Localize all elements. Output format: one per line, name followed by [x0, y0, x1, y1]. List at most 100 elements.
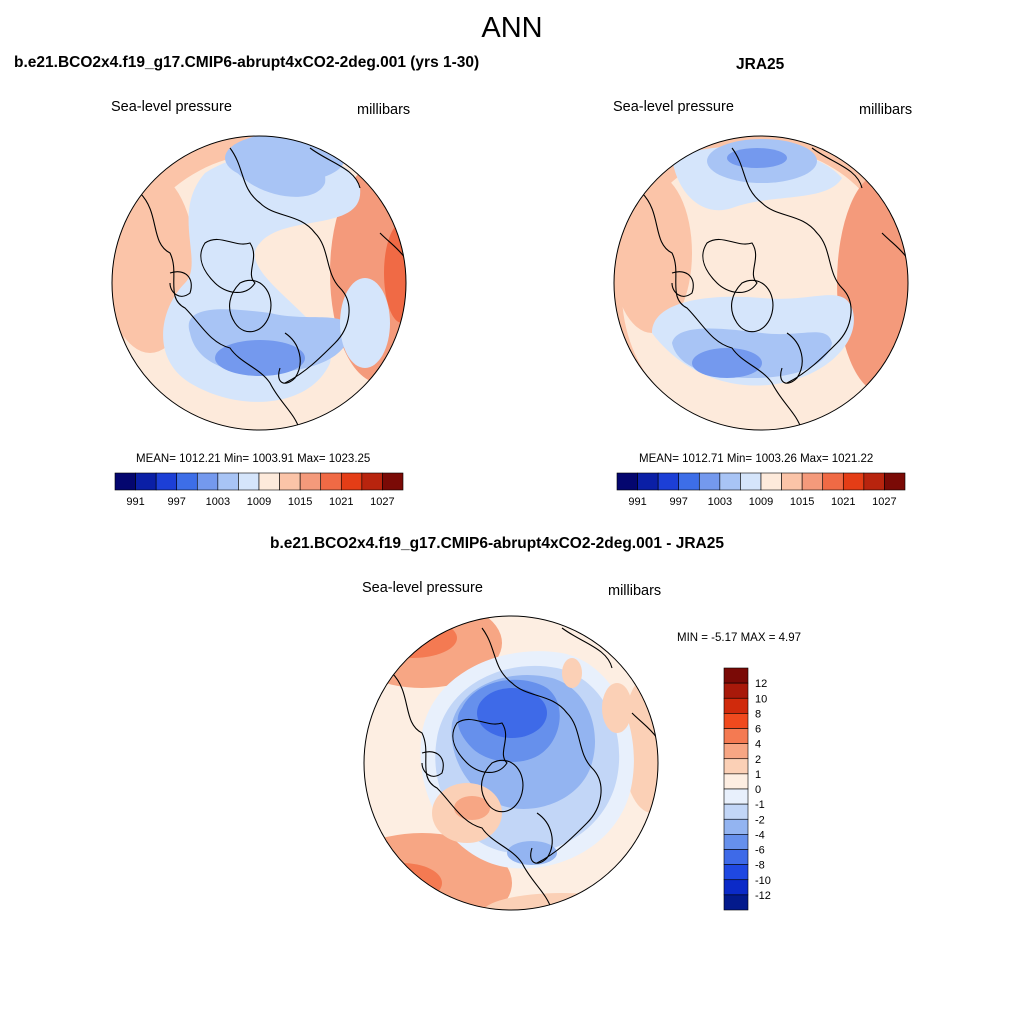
colorbar3-tick-label: -2 — [755, 814, 765, 826]
colorbar1-swatch — [155, 472, 178, 491]
colorbar2-swatch — [760, 472, 782, 491]
colorbar3-tick-label: 10 — [755, 693, 767, 705]
colorbar2-tick-label: 1021 — [831, 496, 855, 508]
colorbar3-swatch — [723, 894, 749, 911]
map2-coastlines — [641, 147, 908, 430]
colorbar2-swatch — [637, 472, 659, 491]
map2-field — [614, 136, 908, 430]
colorbar3-tick-label: -12 — [755, 890, 771, 902]
colorbar3-tick-label: 4 — [755, 739, 761, 751]
colorbar1-swatch — [340, 472, 363, 491]
colorbar2-swatch — [740, 472, 762, 491]
colorbar3-swatch — [723, 849, 749, 865]
colorbar1-tick-label: 1015 — [288, 496, 312, 508]
colorbar1-swatch — [279, 472, 301, 491]
colorbar3-swatch — [723, 682, 749, 699]
colorbar2-swatch — [781, 472, 803, 491]
colorbar2: 991997100310091015102110271033 — [616, 472, 906, 508]
panel2-stats: MEAN= 1012.71 Min= 1003.26 Max= 1021.22 — [639, 453, 874, 465]
colorbar1-swatch — [238, 472, 260, 491]
map1-coastlines — [139, 147, 406, 430]
colorbar3-tick-label: 0 — [755, 784, 761, 796]
colorbar1-tick-label: 991 — [126, 496, 144, 508]
colorbar3-tick-label: 6 — [755, 724, 761, 736]
colorbar3-swatch — [723, 697, 749, 714]
colorbar3-swatch — [723, 864, 749, 881]
panel2-variable-label: Sea-level pressure — [613, 99, 734, 115]
colorbar2-tick-label: 991 — [628, 496, 646, 508]
colorbar2-swatch — [863, 472, 885, 491]
colorbar2-swatch — [678, 472, 700, 491]
colorbar3-swatch — [723, 834, 749, 850]
colorbar2-tick-label: 1009 — [749, 496, 773, 508]
colorbar3-tick-label: 8 — [755, 708, 761, 720]
colorbar1-swatch — [176, 472, 198, 491]
panel2-title: JRA25 — [736, 56, 785, 73]
panel3-stats: MIN = -5.17 MAX = 4.97 — [677, 632, 802, 644]
colorbar3-tick-label: 1 — [755, 769, 761, 781]
colorbar3-swatch — [723, 667, 749, 684]
colorbar2-swatch — [698, 472, 721, 491]
colorbar3-tick-label: 12 — [755, 678, 767, 690]
panel1-units-label: millibars — [357, 102, 411, 118]
colorbar2-swatch — [616, 472, 638, 491]
colorbar1-swatch — [258, 472, 280, 491]
colorbar1: 991997100310091015102110271033 — [114, 472, 404, 508]
map1-border — [111, 135, 407, 431]
map3-coastlines — [391, 627, 658, 910]
map2-svg — [613, 135, 909, 431]
colorbar1-tick-label: 1003 — [206, 496, 230, 508]
colorbar3-swatch — [723, 743, 749, 760]
colorbar2-tick-label: 1015 — [790, 496, 814, 508]
colorbar2-swatch — [884, 472, 906, 491]
map1-svg — [111, 135, 407, 431]
colorbar2-swatch — [657, 472, 680, 491]
colorbar2-swatch — [801, 472, 824, 491]
colorbar1-swatch — [299, 472, 322, 491]
colorbar1-tick-label: 1027 — [370, 496, 394, 508]
colorbar3-swatch — [723, 728, 749, 744]
map3-border — [363, 615, 659, 911]
panel1-stats: MEAN= 1012.21 Min= 1003.91 Max= 1023.25 — [136, 453, 371, 465]
colorbar1-swatch — [320, 472, 342, 491]
colorbar1-swatch — [217, 472, 239, 491]
panel3-units-label: millibars — [608, 583, 662, 599]
colorbar1-swatch — [135, 472, 157, 491]
colorbar3-swatch — [723, 803, 749, 820]
map3-field — [364, 616, 658, 910]
colorbar3-swatch — [723, 713, 749, 729]
colorbar1-tick-label: 1009 — [247, 496, 271, 508]
colorbar3-swatch — [723, 758, 749, 775]
colorbar2-tick-label: 997 — [670, 496, 688, 508]
colorbar2-swatch — [719, 472, 741, 491]
colorbar3-tick-label: -1 — [755, 799, 765, 811]
colorbar3-swatch — [723, 788, 749, 805]
colorbar1-tick-label: 997 — [168, 496, 186, 508]
colorbar3-tick-label: 2 — [755, 754, 761, 766]
panel1-title: b.e21.BCO2x4.f19_g17.CMIP6-abrupt4xCO2-2… — [14, 54, 480, 71]
colorbar3-tick-label: -10 — [755, 875, 771, 887]
colorbar1-swatch — [114, 472, 136, 491]
map3-svg — [363, 615, 659, 911]
panel2-units-label: millibars — [859, 102, 913, 118]
colorbar3-swatch — [723, 773, 749, 790]
panel3-title: b.e21.BCO2x4.f19_g17.CMIP6-abrupt4xCO2-2… — [270, 535, 724, 552]
colorbar3-tick-label: -4 — [755, 829, 765, 841]
colorbar2-swatch — [822, 472, 844, 491]
colorbar1-swatch — [382, 472, 404, 491]
colorbar1-swatch — [196, 472, 219, 491]
colorbar1-swatch — [361, 472, 383, 491]
colorbar3-tick-label: -6 — [755, 845, 765, 857]
figure-title: ANN — [481, 12, 543, 44]
colorbar3-tick-label: -8 — [755, 860, 765, 872]
colorbar1-tick-label: 1021 — [329, 496, 353, 508]
panel1-variable-label: Sea-level pressure — [111, 99, 232, 115]
panel3-variable-label: Sea-level pressure — [362, 580, 483, 596]
colorbar3-swatch — [723, 879, 749, 896]
map2-border — [613, 135, 909, 431]
colorbar2-swatch — [842, 472, 865, 491]
colorbar2-tick-label: 1027 — [872, 496, 896, 508]
colorbar2-tick-label: 1003 — [708, 496, 732, 508]
colorbar3-swatch — [723, 818, 749, 835]
